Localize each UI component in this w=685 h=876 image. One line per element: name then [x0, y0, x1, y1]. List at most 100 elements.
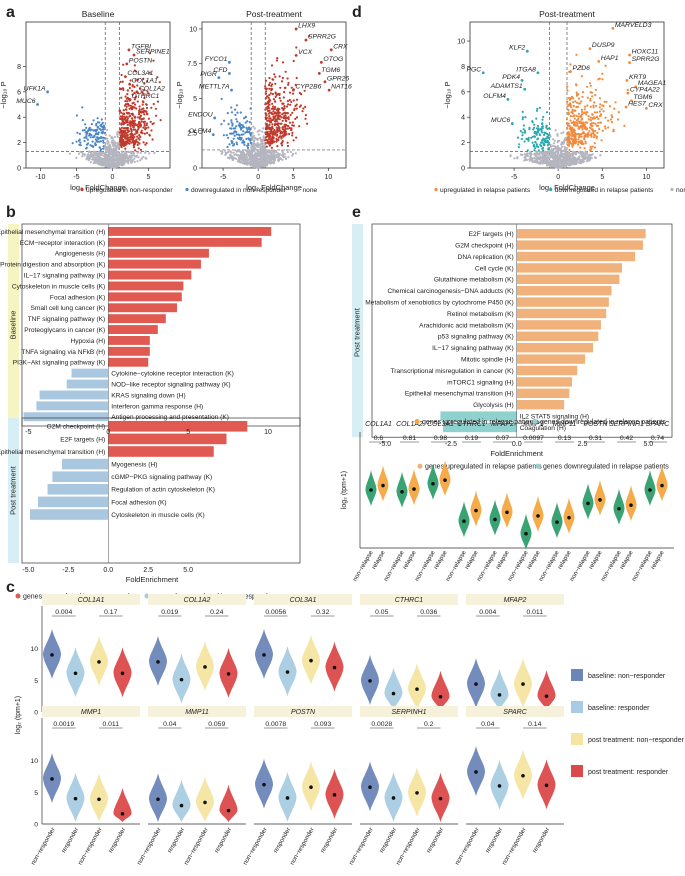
gene-label: CRX — [648, 102, 663, 109]
data-point — [152, 102, 155, 106]
data-point — [268, 93, 271, 97]
data-point — [137, 147, 140, 150]
data-point — [268, 156, 271, 159]
bar-label: IL2 STAT5 signaling (H) — [520, 414, 589, 421]
data-point — [130, 156, 133, 159]
data-point — [592, 122, 595, 125]
legend-dot — [417, 463, 423, 469]
data-point — [599, 154, 602, 157]
data-point — [133, 85, 136, 89]
y-tick-label: 0 — [34, 710, 38, 717]
gene-label: VCX — [298, 49, 312, 56]
data-point — [264, 97, 268, 100]
data-point — [85, 158, 88, 161]
bar-label: Interferon gamma response (H) — [111, 403, 203, 410]
data-point — [558, 162, 562, 165]
labeled-point — [510, 122, 514, 125]
data-point — [601, 78, 604, 81]
data-point — [265, 122, 268, 125]
data-point — [288, 126, 291, 130]
data-point — [267, 142, 271, 145]
y-tick-label: 10 — [189, 26, 197, 33]
data-point — [133, 91, 136, 95]
data-point — [122, 88, 125, 91]
x-tick-label: responder — [378, 827, 398, 855]
data-point — [266, 119, 269, 122]
x-tick-label: non−responder — [348, 827, 375, 867]
data-point — [241, 154, 244, 157]
labeled-point — [36, 103, 39, 106]
data-point — [569, 125, 572, 129]
data-point — [232, 137, 235, 140]
data-point — [535, 143, 539, 146]
data-point — [111, 150, 114, 153]
data-point — [288, 121, 291, 124]
data-point — [562, 157, 565, 160]
panel-label-c: c — [6, 579, 15, 596]
bar — [108, 325, 158, 334]
data-point — [266, 134, 269, 138]
data-point — [574, 153, 578, 156]
data-point — [120, 160, 123, 163]
data-point — [547, 154, 551, 157]
data-point — [96, 136, 99, 139]
p-value: 0.04 — [163, 721, 176, 728]
bar — [108, 446, 214, 457]
bar — [516, 377, 572, 387]
data-point — [604, 64, 607, 67]
data-point — [567, 108, 570, 111]
data-point — [292, 59, 295, 63]
data-point — [242, 139, 245, 142]
labeled-point — [520, 79, 524, 82]
data-point — [581, 91, 585, 94]
data-point — [142, 155, 145, 158]
bar-label: TNFA signaling via NFkB (H) — [21, 349, 105, 356]
data-point — [595, 104, 598, 107]
data-point — [107, 155, 110, 158]
data-point — [580, 75, 584, 78]
bar-label: Arachidonic acid metabolism (K) — [419, 322, 514, 329]
data-point — [284, 114, 287, 117]
data-point — [220, 123, 223, 126]
data-point — [133, 64, 136, 67]
data-point — [265, 156, 268, 159]
bar — [66, 379, 109, 389]
data-point — [113, 135, 117, 138]
data-point — [574, 121, 578, 124]
data-point — [568, 141, 571, 144]
gene-title: MMP11 — [553, 421, 577, 428]
data-point — [144, 110, 147, 113]
data-point — [121, 80, 124, 83]
data-point — [583, 135, 586, 138]
data-point — [286, 100, 289, 103]
gene-label: OTOG — [323, 56, 343, 63]
data-point — [585, 111, 588, 114]
data-point — [269, 137, 272, 140]
mean-dot — [598, 498, 602, 502]
data-point — [122, 121, 125, 125]
mean-dot — [179, 677, 184, 682]
data-point — [548, 127, 551, 130]
data-point — [139, 135, 142, 138]
x-tick-label: non−responder — [30, 827, 57, 867]
data-point — [134, 149, 137, 152]
data-point — [573, 163, 576, 166]
data-point — [602, 110, 605, 113]
data-point — [268, 115, 271, 118]
legend-swatch — [571, 701, 583, 713]
data-point — [287, 116, 290, 119]
data-point — [566, 85, 569, 88]
data-point — [274, 115, 277, 118]
data-point — [118, 88, 122, 91]
data-point — [79, 144, 82, 147]
data-point — [596, 131, 599, 134]
data-point — [580, 100, 583, 103]
data-point — [292, 124, 295, 127]
data-point — [533, 149, 536, 152]
data-point — [544, 153, 547, 156]
data-point — [272, 110, 275, 113]
data-point — [110, 141, 113, 144]
data-point — [121, 136, 124, 139]
data-point — [81, 151, 84, 154]
y-tick-label: 5 — [193, 96, 197, 103]
